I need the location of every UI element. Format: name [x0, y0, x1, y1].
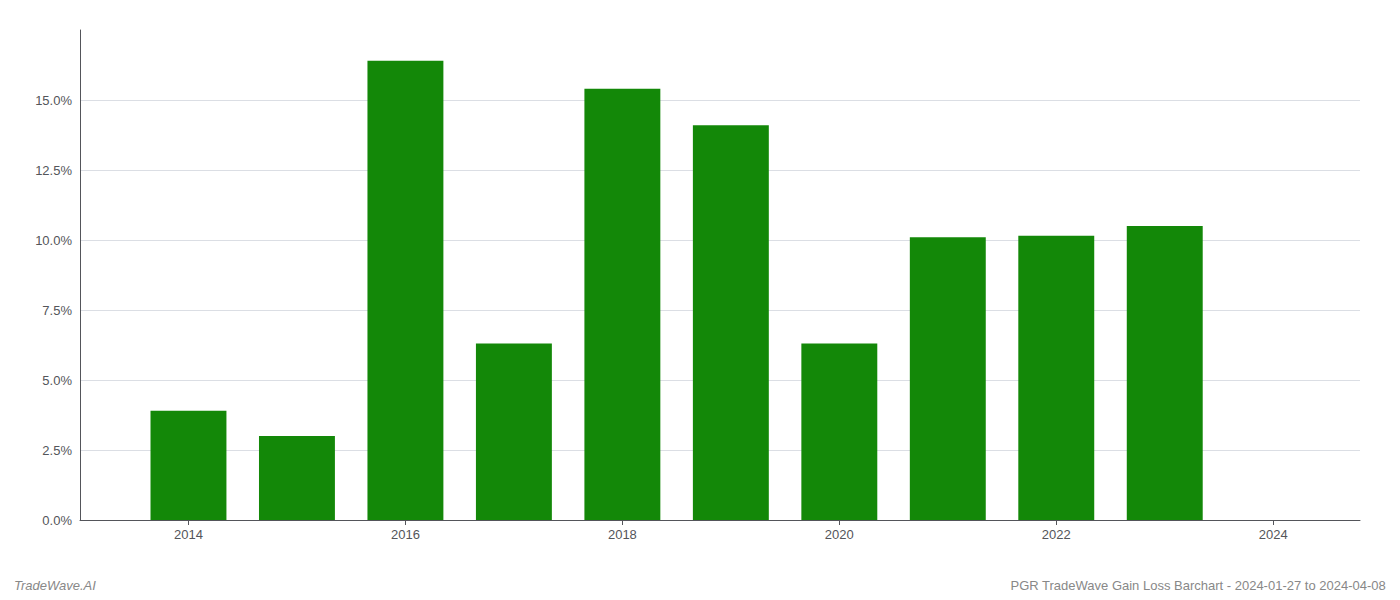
svg-text:0.0%: 0.0%	[42, 513, 72, 528]
svg-text:PGR TradeWave Gain Loss Barcha: PGR TradeWave Gain Loss Barchart - 2024-…	[1010, 578, 1385, 593]
svg-text:2016: 2016	[391, 527, 420, 542]
svg-text:7.5%: 7.5%	[42, 303, 72, 318]
svg-text:TradeWave.AI: TradeWave.AI	[14, 578, 96, 593]
svg-text:12.5%: 12.5%	[35, 163, 72, 178]
svg-text:5.0%: 5.0%	[42, 373, 72, 388]
svg-text:2014: 2014	[174, 527, 203, 542]
svg-text:15.0%: 15.0%	[35, 93, 72, 108]
svg-text:2.5%: 2.5%	[42, 443, 72, 458]
svg-text:2024: 2024	[1259, 527, 1288, 542]
svg-text:2018: 2018	[608, 527, 637, 542]
svg-text:2020: 2020	[825, 527, 854, 542]
svg-text:10.0%: 10.0%	[35, 233, 72, 248]
svg-text:2022: 2022	[1042, 527, 1071, 542]
